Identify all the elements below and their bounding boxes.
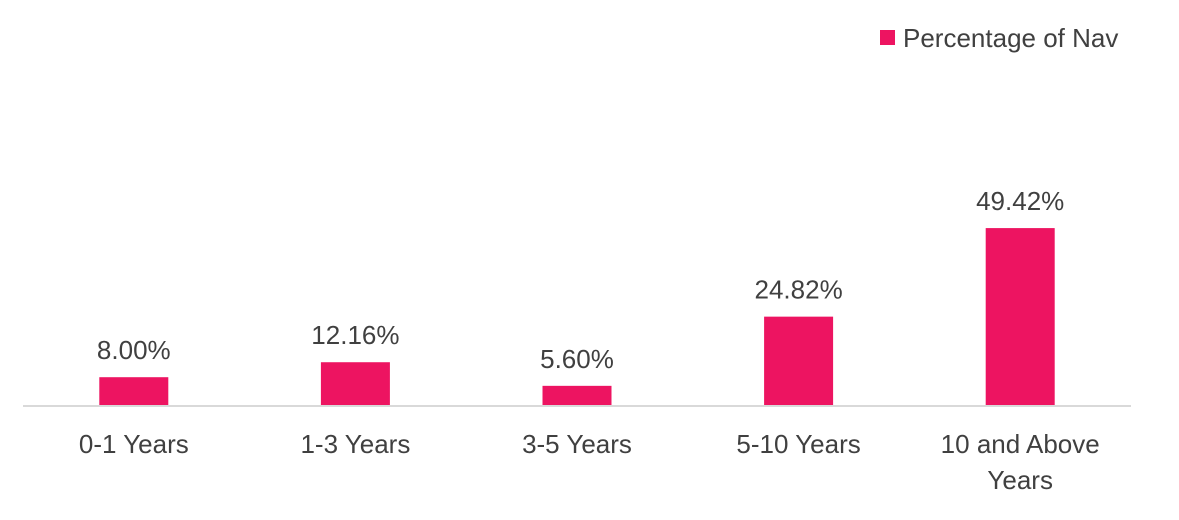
- bar-2: [320, 362, 390, 406]
- x-tick-label-4: 5-10 Years: [736, 429, 860, 459]
- legend: Percentage of Nav: [880, 23, 1118, 53]
- x-tick-label-1: 0-1 Years: [79, 429, 189, 459]
- data-label-5: 49.42%: [976, 186, 1064, 216]
- legend-label: Percentage of Nav: [903, 23, 1118, 53]
- bar-4: [764, 316, 834, 406]
- x-tick-label-line: 0-1 Years: [79, 429, 189, 459]
- x-tick-label-line: 5-10 Years: [736, 429, 860, 459]
- data-label-4: 24.82%: [755, 275, 843, 305]
- data-label-2: 12.16%: [311, 320, 399, 350]
- x-tick-label-5: 10 and Above Years: [941, 429, 1100, 495]
- data-labels: 8.00% 12.16% 5.60% 24.82% 49.42%: [97, 186, 1064, 374]
- x-tick-label-line: 3-5 Years: [522, 429, 632, 459]
- legend-swatch: [880, 30, 895, 45]
- x-tick-label-line: Years: [987, 465, 1053, 495]
- x-tick-label-line: 1-3 Years: [300, 429, 410, 459]
- bar-1: [99, 377, 169, 406]
- bar-3: [542, 385, 612, 406]
- x-tick-labels: 0-1 Years 1-3 Years 3-5 Years 5-10 Years 10 …: [79, 429, 1100, 495]
- data-label-3: 5.60%: [540, 344, 614, 374]
- x-tick-label-line: 10 and Above: [941, 429, 1100, 459]
- data-label-1: 8.00%: [97, 335, 171, 365]
- x-tick-label-3: 3-5 Years: [522, 429, 632, 459]
- bars: [99, 228, 1055, 406]
- x-tick-label-2: 1-3 Years: [300, 429, 410, 459]
- bar-5: [985, 228, 1055, 406]
